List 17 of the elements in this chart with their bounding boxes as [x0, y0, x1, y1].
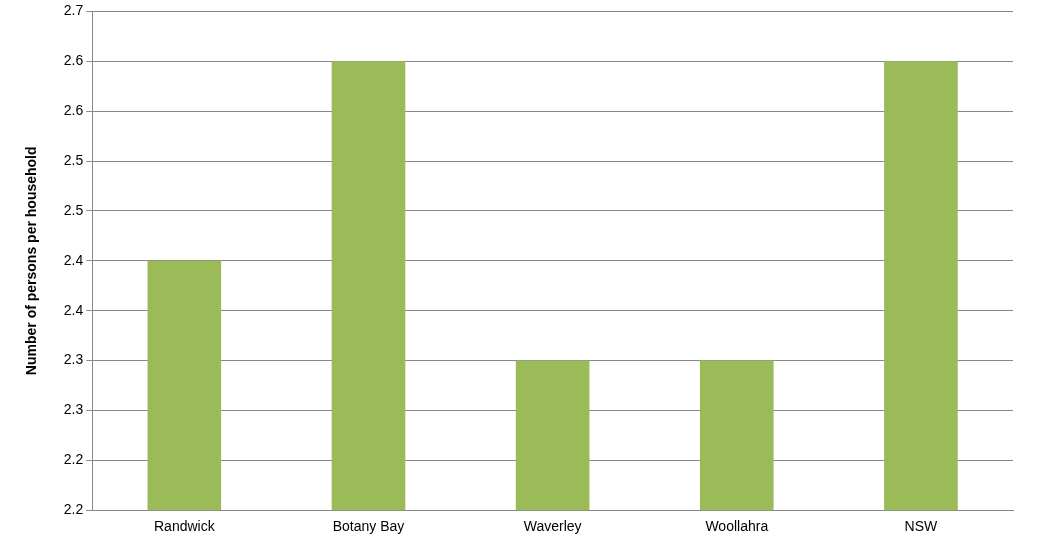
- y-tick-label: 2.5: [63, 151, 84, 168]
- y-tick-label: 2.2: [63, 501, 84, 518]
- y-tick-label: 2.3: [63, 351, 84, 368]
- x-tick-label: Woollahra: [705, 518, 769, 535]
- y-tick-label: 2.3: [63, 401, 84, 418]
- x-tick-label: Waverley: [523, 518, 582, 535]
- y-tick-label: 2.2: [63, 451, 84, 468]
- x-tick-label: NSW: [904, 518, 939, 535]
- y-tick-label: 2.6: [63, 102, 84, 119]
- y-tick-label: 2.4: [63, 251, 84, 268]
- x-tick-label: Botany Bay: [332, 518, 405, 535]
- x-tick-label: Randwick: [153, 518, 216, 535]
- y-tick-label: 2.7: [63, 2, 84, 19]
- y-axis-title: Number of persons per household: [23, 146, 40, 376]
- y-tick-label: 2.6: [63, 52, 84, 69]
- y-tick-label: 2.5: [63, 201, 84, 218]
- y-tick-label: 2.4: [63, 301, 84, 318]
